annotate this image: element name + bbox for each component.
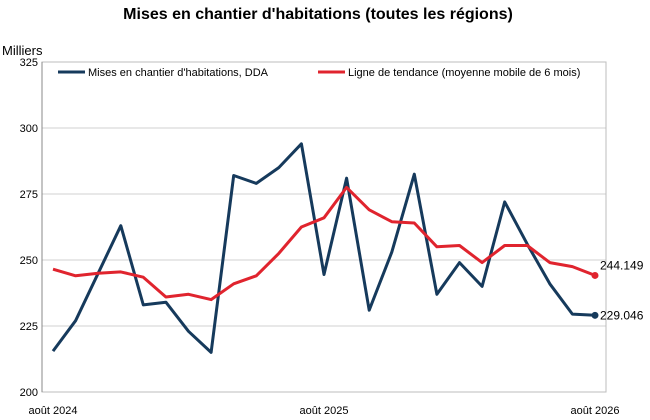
gridlines: [41, 61, 607, 393]
y-tick-label: 275: [20, 189, 38, 201]
y-tick-label: 225: [20, 321, 38, 333]
legend-label-1: Mises en chantier d'habitations, DDA: [88, 67, 269, 79]
x-tick-label: août 2026: [571, 405, 620, 417]
end-labels: 229.046 244.149: [600, 258, 644, 322]
legend: Mises en chantier d'habitations, DDA Lign…: [58, 67, 580, 79]
y-tick-label: 200: [20, 387, 38, 399]
series-lines: [51, 142, 599, 354]
end-label-1: 229.046: [600, 308, 644, 322]
y-tick-label: 250: [20, 255, 38, 267]
plot-border: [41, 61, 607, 393]
y-tick-label: 325: [20, 57, 38, 69]
y-axis-ticks: 200 225 250 275 300 325: [20, 57, 38, 399]
series-end-marker-1: [591, 311, 599, 319]
x-tick-label: août 2024: [29, 405, 78, 417]
series-end-marker-2: [591, 271, 599, 279]
y-tick-label: 300: [20, 123, 38, 135]
chart-title: Mises en chantier d'habitations (toutes …: [123, 6, 513, 23]
y-axis-unit-label: Milliers: [2, 43, 43, 58]
end-label-2: 244.149: [600, 258, 644, 272]
legend-label-2: Ligne de tendance (moyenne mobile de 6 m…: [348, 67, 580, 79]
x-axis-ticks: août 2024 août 2025 août 2026: [29, 405, 620, 417]
series-line-1: [51, 142, 596, 354]
series-line-2: [52, 185, 596, 302]
x-tick-label: août 2025: [300, 405, 349, 417]
